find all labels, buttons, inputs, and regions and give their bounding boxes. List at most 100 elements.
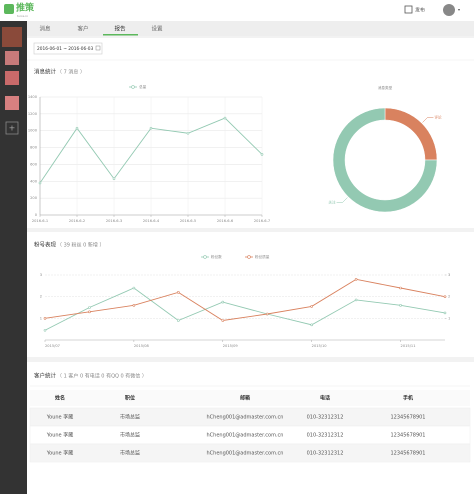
table-cell: hCheng001@admaster.com.cn: [207, 415, 284, 421]
legend-swatch-dot: [247, 255, 251, 259]
series-line: [44, 287, 446, 331]
message-panel: [27, 38, 474, 228]
y-tick-label: 400: [30, 179, 38, 183]
user-menu-caret[interactable]: ▾: [458, 7, 460, 12]
tab-bar: [27, 21, 474, 36]
data-point: [132, 286, 136, 290]
account-avatar[interactable]: [2, 27, 22, 47]
x-tick-label: 2015/09: [223, 344, 239, 348]
table-cell: 12345678901: [391, 415, 426, 421]
data-point: [223, 116, 227, 120]
data-point: [260, 153, 264, 156]
column-header: 电话: [320, 395, 330, 402]
data-point: [43, 317, 47, 320]
section-summary: （ 1 客户 0 有电话 0 有QQ 0 有微信 ）: [57, 373, 147, 380]
account-avatar[interactable]: [5, 51, 19, 65]
table-cell: 010-32312312: [307, 415, 344, 421]
y-tick-label: 800: [30, 146, 38, 150]
user-avatar[interactable]: [443, 4, 455, 16]
data-point: [354, 298, 358, 302]
table-cell: hCheng001@admaster.com.cn: [207, 433, 284, 439]
section-title: 消息统计: [34, 68, 57, 76]
publish-button[interactable]: 发布: [415, 7, 425, 14]
publish-icon[interactable]: [404, 5, 413, 14]
data-point: [399, 286, 402, 290]
calendar-icon[interactable]: [95, 45, 101, 51]
table-cell: 12345678901: [391, 433, 426, 439]
column-header: 手机: [403, 395, 413, 402]
y-tick-label: 600: [30, 162, 38, 166]
table-cell: 市场总监: [120, 414, 140, 421]
add-account-plus[interactable]: +: [9, 124, 16, 133]
data-point: [112, 177, 116, 181]
table-cell: 010-32312312: [307, 433, 344, 439]
account-avatar[interactable]: [5, 96, 19, 110]
label-line: [422, 117, 434, 123]
legend-label: 总量: [139, 84, 147, 89]
date-input[interactable]: [33, 42, 103, 55]
data-point: [88, 306, 91, 309]
data-point: [443, 295, 447, 298]
legend-label: 粉丝质量: [255, 254, 270, 259]
donut-slice: [332, 107, 438, 213]
y-tick-label: 1: [40, 316, 42, 320]
date-range[interactable]: 2016-06-01 ~ 2016-06-03: [37, 46, 94, 52]
account-avatar[interactable]: [5, 71, 19, 85]
data-point: [88, 310, 91, 314]
table-cell: Youne 李藏: [46, 414, 73, 421]
column-header: 职位: [125, 395, 135, 402]
legend-swatch-dot: [131, 85, 135, 89]
column-header: 姓名: [54, 395, 65, 402]
x-tick-label: 2015/10: [312, 344, 328, 348]
data-point: [186, 131, 190, 135]
table-cell: hCheng001@admaster.com.cn: [207, 451, 284, 457]
section-summary: （ 39 粉丝 0 新增 ）: [57, 242, 105, 249]
y2-tick-label: 2: [448, 295, 450, 299]
table-header: [30, 390, 470, 406]
chart-title: 消息类型: [378, 85, 393, 90]
x-tick-label: 2016-6-2: [69, 219, 85, 223]
charts: 0 200 400 600 800 1000 1200 1400 2016-6-1 2016-6-…: [28, 84, 450, 348]
fans-panel: [27, 232, 474, 357]
logo-site: tuice.in: [17, 14, 28, 18]
label-line: [336, 197, 348, 203]
table-cell: 市场总监: [120, 450, 140, 457]
section-title: 粉号表现: [34, 241, 57, 249]
slice-label: 关注: [328, 199, 336, 204]
x-tick-label: 2015/08: [134, 344, 150, 348]
data-point: [265, 312, 269, 316]
tab-underline: [103, 34, 138, 36]
y-tick-label: 1000: [28, 129, 38, 133]
table-cell: 12345678901: [391, 451, 426, 457]
x-tick-label: 2016-6-1: [32, 219, 48, 223]
tab[interactable]: 设置: [151, 25, 163, 33]
data-point: [310, 323, 313, 327]
y-tick-label: 1400: [28, 95, 38, 99]
y-tick-label: 1200: [28, 112, 38, 116]
data-point: [399, 304, 402, 307]
x-tick-label: 2015/11: [401, 344, 416, 348]
data-point: [177, 291, 180, 294]
tab[interactable]: 消息: [39, 25, 51, 33]
data-point: [221, 300, 225, 304]
table-cell: 市场总监: [120, 432, 140, 439]
x-tick-label: 2016-6-5: [180, 219, 196, 223]
table-cell: Youne 李藏: [46, 450, 73, 457]
series-line: [44, 278, 446, 321]
y-tick-label: 2: [40, 295, 42, 299]
section-summary: （ 7 消息 ）: [57, 69, 85, 76]
data-point: [75, 126, 79, 130]
tab[interactable]: 客户: [77, 25, 88, 33]
legend-swatch-dot: [203, 255, 207, 259]
x-tick-label: 2016-6-4: [143, 219, 160, 223]
tab-active[interactable]: 报告: [114, 25, 126, 33]
data-point: [443, 311, 447, 315]
data-point: [43, 328, 47, 332]
y2-tick-label: 3: [448, 273, 450, 277]
data-point: [132, 304, 136, 307]
x-tick-label: 2016-6-3: [106, 219, 122, 223]
column-header: 邮箱: [240, 395, 250, 402]
add-account[interactable]: [5, 121, 19, 135]
table-cell: Youne 李藏: [46, 432, 73, 439]
